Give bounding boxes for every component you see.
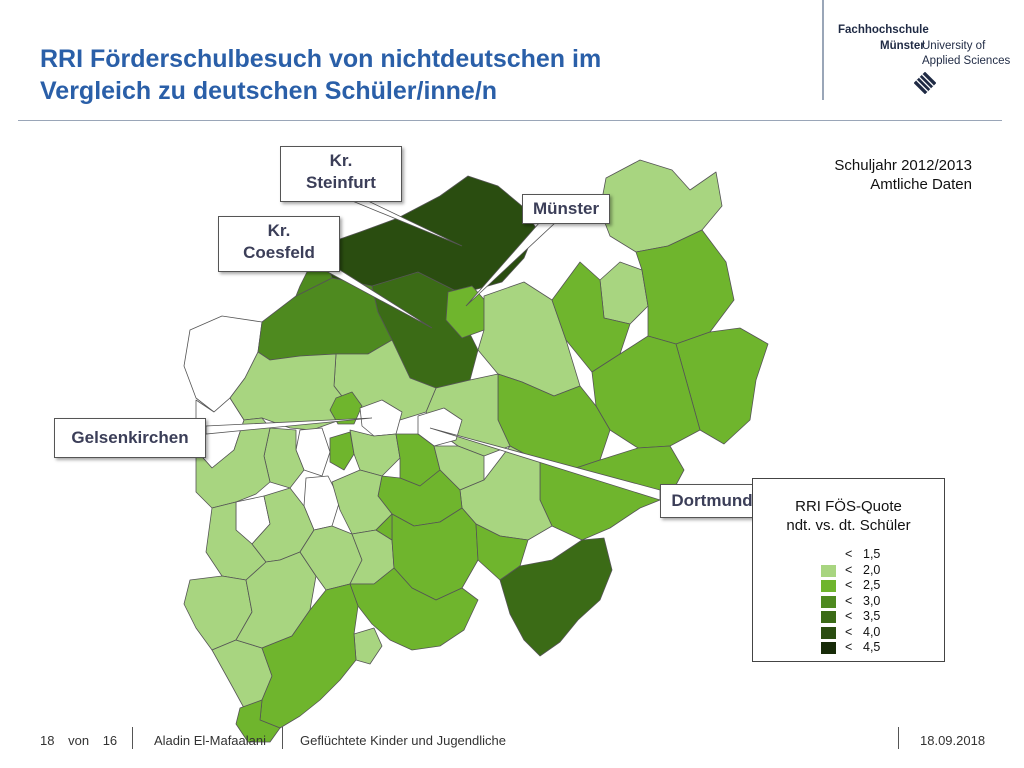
callout-kr-steinfurt: Kr. Steinfurt bbox=[280, 146, 402, 202]
legend-swatch bbox=[821, 595, 836, 608]
map-district-ruhr-light-2 bbox=[349, 429, 401, 477]
footer-date: 18.09.2018 bbox=[920, 733, 986, 748]
footer-divider-1 bbox=[132, 727, 133, 749]
legend-value: 3,5 bbox=[863, 609, 881, 623]
map-district-siegen-wittgenstein bbox=[499, 537, 613, 657]
footer-divider-2 bbox=[282, 727, 283, 749]
map-legend: RRI FÖS-Quote ndt. vs. dt. Schüler <1,5 <… bbox=[752, 478, 945, 662]
logo-text-fachhochschule: Fachhochschule bbox=[838, 24, 929, 36]
footer-author: Aladin El-Mafaalani bbox=[154, 733, 267, 748]
header-divider-vertical bbox=[822, 0, 824, 100]
callout-muenster: Münster bbox=[522, 194, 610, 224]
legend-value: 1,5 bbox=[863, 547, 881, 561]
callout-dortmund: Dortmund bbox=[660, 484, 764, 518]
map-district-rhein-berg bbox=[375, 513, 393, 541]
map-district-ruhr-green-1 bbox=[329, 431, 355, 471]
slide-title-line-1: RRI Förderschulbesuch von nichtdeutschen… bbox=[40, 45, 602, 73]
legend-operator: < bbox=[845, 640, 853, 654]
legend-title-line-1: RRI FÖS-Quote bbox=[795, 498, 902, 515]
map-district-oberberg bbox=[391, 507, 479, 601]
connector-gelsenkirchen bbox=[205, 417, 373, 435]
slide-title-line-2: Vergleich zu deutschen Schüler/inne/n bbox=[40, 77, 498, 105]
callout-kr-coesfeld-label: Kr. Coesfeld bbox=[243, 221, 315, 262]
footer-divider-3 bbox=[898, 727, 899, 749]
map-district-rhein-sieg bbox=[349, 567, 479, 651]
callout-kr-steinfurt-label: Kr. Steinfurt bbox=[306, 151, 376, 192]
legend-operator: < bbox=[845, 562, 853, 577]
logo-text-muenster: Münster bbox=[880, 40, 925, 52]
data-source-label: Amtliche Daten bbox=[870, 176, 972, 193]
legend-swatch bbox=[821, 642, 836, 654]
callout-dortmund-label: Dortmund bbox=[671, 491, 753, 510]
map-district-minden-luebbecke bbox=[599, 159, 723, 253]
legend-operator: < bbox=[845, 593, 853, 608]
connector-steinfurt bbox=[349, 199, 463, 247]
legend-swatch bbox=[821, 549, 836, 561]
map-district-gelsenkirchen bbox=[329, 391, 363, 425]
callout-kr-coesfeld: Kr. Coesfeld bbox=[218, 216, 340, 272]
legend-value: 3,0 bbox=[863, 593, 881, 608]
university-logo: Fachhochschule Münster University of App… bbox=[838, 20, 1013, 110]
callout-gelsenkirchen: Gelsenkirchen bbox=[54, 418, 206, 458]
connector-coesfeld bbox=[323, 269, 433, 329]
logo-emblem-icon bbox=[914, 72, 936, 94]
footer-page-number: 18 von 16 bbox=[40, 733, 117, 748]
map-district-south-tip bbox=[235, 699, 281, 743]
footer-page-total: 16 bbox=[102, 733, 118, 748]
legend-operator: < bbox=[845, 547, 853, 561]
legend-swatch bbox=[821, 564, 836, 577]
connector-dortmund bbox=[429, 427, 661, 501]
footer-page-of: von bbox=[68, 733, 90, 748]
logo-text-university-of: University of bbox=[922, 40, 986, 52]
footer-page-current: 18 bbox=[40, 733, 55, 748]
legend-value: 2,0 bbox=[863, 562, 881, 577]
legend-swatch bbox=[821, 626, 836, 639]
legend-value: 4,5 bbox=[863, 640, 881, 654]
logo-text-applied-sciences: Applied Sciences bbox=[922, 55, 1011, 67]
callout-muenster-label: Münster bbox=[532, 199, 600, 218]
connector-muenster bbox=[465, 221, 558, 307]
footer-topic: Geflüchtete Kinder und Jugendliche bbox=[300, 733, 506, 748]
legend-swatch bbox=[821, 580, 836, 592]
legend-operator: < bbox=[845, 578, 853, 592]
callout-gelsenkirchen-label: Gelsenkirchen bbox=[71, 428, 189, 447]
map-district-guetersloh bbox=[551, 261, 631, 373]
legend-swatch bbox=[821, 611, 836, 623]
legend-operator: < bbox=[845, 609, 853, 623]
slide-title: RRI Förderschulbesuch von nichtdeutschen… bbox=[40, 43, 800, 107]
map-district-wesel bbox=[229, 351, 349, 431]
school-year-label: Schuljahr 2012/2013 bbox=[834, 157, 972, 174]
legend-title-line-2: ndt. vs. dt. Schüler bbox=[786, 517, 911, 534]
legend-value: 2,5 bbox=[863, 578, 881, 592]
legend-operator: < bbox=[845, 624, 853, 639]
legend-value: 4,0 bbox=[863, 624, 881, 639]
header-divider-horizontal bbox=[18, 120, 1002, 121]
data-source-info: Schuljahr 2012/2013 Amtliche Daten bbox=[834, 156, 972, 194]
legend-title: RRI FÖS-Quote ndt. vs. dt. Schüler bbox=[753, 497, 944, 535]
